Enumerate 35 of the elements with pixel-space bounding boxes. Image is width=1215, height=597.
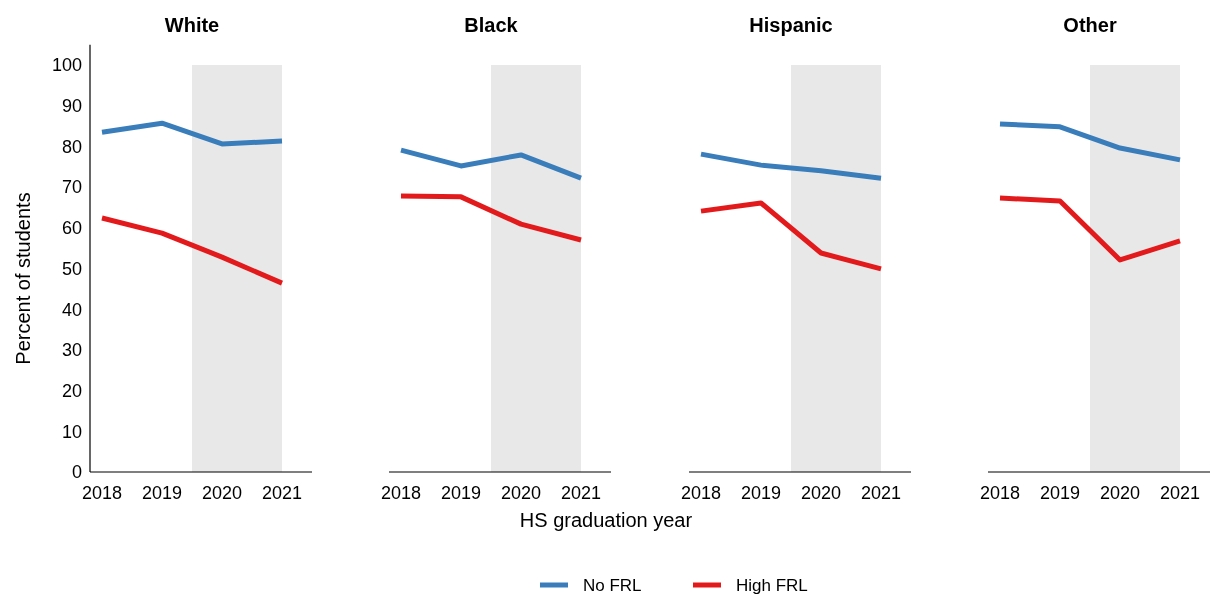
x-tick-label: 2020 xyxy=(1099,483,1141,503)
x-tick-label: 2021 xyxy=(261,483,303,503)
chart-title: Hispanic xyxy=(749,14,833,36)
legend-label: High FRL xyxy=(736,575,808,595)
x-tick-label: 2021 xyxy=(1159,483,1201,503)
y-tick-label: 10 xyxy=(61,421,82,442)
y-tick-label: 90 xyxy=(61,96,82,116)
y-tick-label: 70 xyxy=(61,177,82,198)
x-tick-label: 2019 xyxy=(740,483,782,503)
x-tick-label: 2018 xyxy=(81,483,123,503)
y-tick-label: 50 xyxy=(61,258,82,279)
x-axis-title: HS graduation year xyxy=(519,509,693,531)
y-tick-label: 40 xyxy=(61,299,82,320)
chart-title: Black xyxy=(464,14,519,36)
x-tick-label: 2020 xyxy=(800,483,842,503)
x-tick-label: 2018 xyxy=(979,483,1021,503)
y-tick-label: 0 xyxy=(71,462,82,483)
x-tick-label: 2018 xyxy=(380,483,422,503)
x-tick-label: 2021 xyxy=(560,483,602,503)
x-tick-label: 2018 xyxy=(680,483,722,503)
y-tick-label: 60 xyxy=(61,218,82,239)
chart-title: White xyxy=(164,14,220,36)
y-tick-label: 80 xyxy=(61,136,82,157)
y-tick-label: 30 xyxy=(61,340,82,361)
legend-label: No FRL xyxy=(583,575,642,595)
x-tick-label: 2019 xyxy=(141,483,183,503)
x-tick-label: 2020 xyxy=(500,483,542,503)
chart-title: Other xyxy=(1063,14,1117,36)
y-tick-label: 100 xyxy=(51,55,82,76)
x-tick-label: 2019 xyxy=(440,483,482,503)
x-tick-label: 2019 xyxy=(1039,483,1081,503)
x-tick-label: 2020 xyxy=(201,483,243,503)
x-tick-label: 2021 xyxy=(860,483,902,503)
y-axis-title: Percent of students xyxy=(12,192,34,365)
y-tick-label: 20 xyxy=(61,380,82,401)
